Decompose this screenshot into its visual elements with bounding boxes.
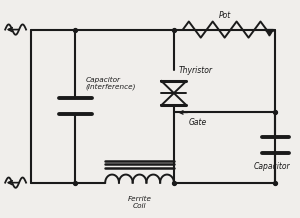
Text: Ferrite
Coil: Ferrite Coil <box>128 196 152 209</box>
Text: Pot: Pot <box>218 11 231 20</box>
Text: Capacitor
(Interference): Capacitor (Interference) <box>86 77 136 90</box>
Polygon shape <box>266 30 273 36</box>
Text: Thyristor: Thyristor <box>178 66 212 75</box>
Text: Capacitor: Capacitor <box>254 162 291 171</box>
Text: Gate: Gate <box>189 118 207 127</box>
